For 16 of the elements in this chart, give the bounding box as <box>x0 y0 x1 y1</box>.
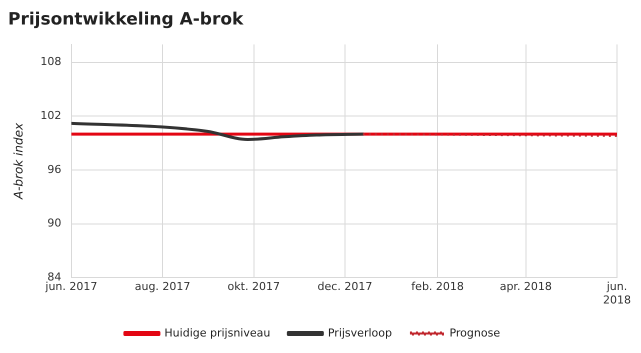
legend-label: Huidige prijsniveau <box>164 326 270 340</box>
x-tick-label: aug. 2017 <box>134 280 190 294</box>
y-tick-label: 90 <box>47 216 62 230</box>
chart-title: Prijsontwikkeling A-brok <box>8 10 244 30</box>
x-tick-label: okt. 2017 <box>228 280 280 294</box>
x-tick-label: dec. 2017 <box>318 280 372 294</box>
x-tick-label: jun. 2018 <box>603 280 631 306</box>
legend-label: Prognose <box>449 326 500 340</box>
line-series <box>71 122 364 141</box>
y-tick-label: 96 <box>47 162 62 176</box>
x-tick-label: feb. 2018 <box>411 280 464 294</box>
y-tick-label: 108 <box>40 55 62 68</box>
x-tick-label: apr. 2018 <box>500 280 552 294</box>
legend-label: Prijsverloop <box>328 326 392 340</box>
y-tick-label: 102 <box>40 109 62 122</box>
y-axis-title: A-brok index <box>11 122 26 200</box>
